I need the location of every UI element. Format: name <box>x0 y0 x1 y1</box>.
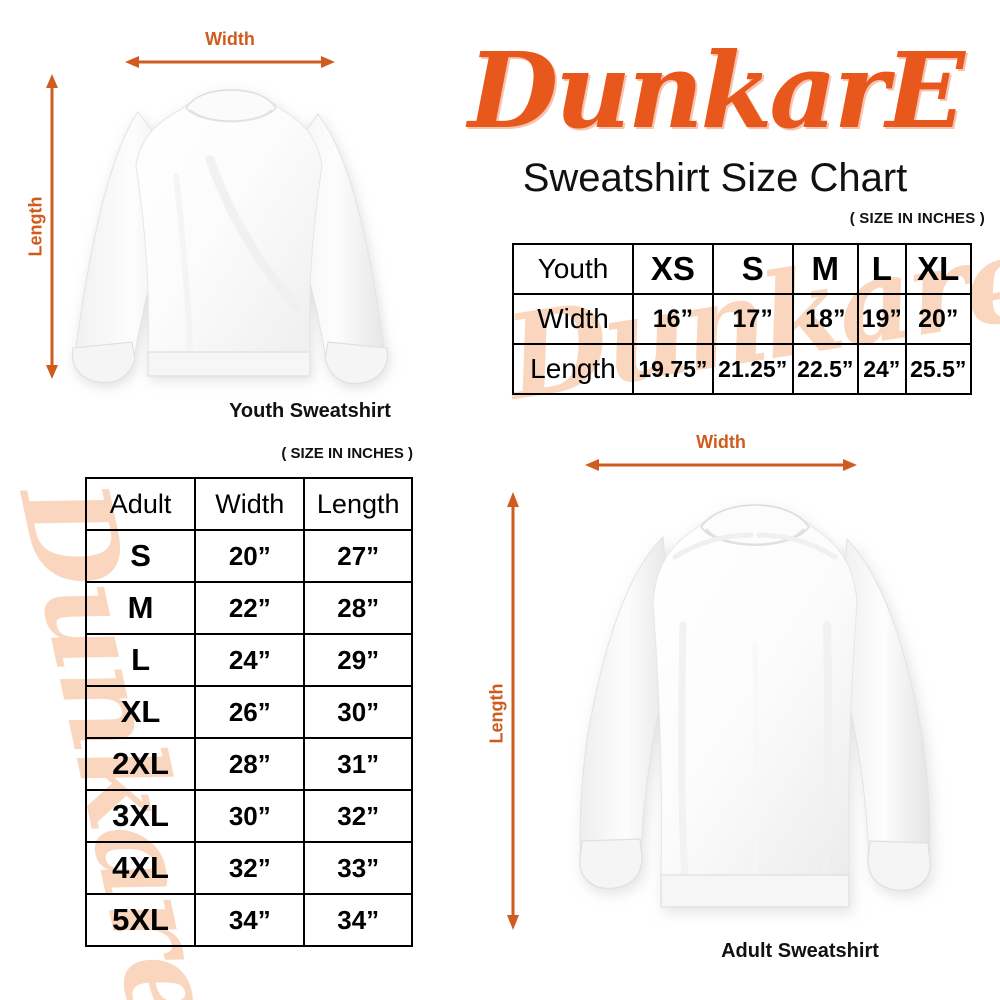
youth-size-s: S <box>711 243 794 295</box>
youth-width-s: 17” <box>711 293 794 345</box>
youth-width-xs: 16” <box>632 293 714 345</box>
adult-header-length: Length <box>303 477 413 531</box>
youth-width-l: 19” <box>857 293 907 345</box>
table-row: 4XL 32” 33” <box>84 841 413 895</box>
youth-row-label-youth: Youth <box>512 243 634 295</box>
adult-length-3xl: 32” <box>303 789 413 843</box>
adult-width-label: Width <box>696 432 746 452</box>
youth-row-label-length: Length <box>512 343 634 395</box>
youth-width-arrow <box>125 52 335 72</box>
adult-size-l: L <box>84 633 197 687</box>
adult-width-arrow <box>585 455 857 475</box>
adult-size-5xl: 5XL <box>84 893 197 947</box>
adult-width-5xl: 34” <box>194 893 306 947</box>
youth-length-label: Length <box>25 196 46 257</box>
youth-width-m: 18” <box>791 293 860 345</box>
adult-size-table: Adult Width Length S 20” 27” M 22” 28” L 24” 29”… <box>84 477 413 947</box>
table-row: Length 19.75” 21.25” 22.5” 24” 25.5” <box>512 343 973 395</box>
adult-length-xl: 30” <box>303 685 413 739</box>
youth-units-note: ( SIZE IN INCHES ) <box>849 210 985 227</box>
youth-sweatshirt-caption: Youth Sweatshirt <box>229 400 391 422</box>
adult-units-note: ( SIZE IN INCHES ) <box>281 445 413 462</box>
brand-logo-wordmark: DunkarE <box>468 29 965 152</box>
adult-width-xl: 26” <box>194 685 306 739</box>
adult-size-4xl: 4XL <box>84 841 197 895</box>
table-row: L 24” 29” <box>84 633 413 687</box>
youth-length-m: 22.5” <box>791 343 860 395</box>
table-header-row: Adult Width Length <box>84 477 413 531</box>
adult-length-2xl: 31” <box>303 737 413 791</box>
youth-length-s: 21.25” <box>711 343 794 395</box>
adult-width-3xl: 30” <box>194 789 306 843</box>
adult-sweatshirt-image <box>555 495 955 940</box>
adult-size-xl: XL <box>84 685 197 739</box>
youth-length-xs: 19.75” <box>632 343 714 395</box>
youth-length-arrow <box>42 74 62 379</box>
adult-size-s: S <box>84 529 197 583</box>
table-row: S 20” 27” <box>84 529 413 583</box>
adult-width-m: 22” <box>194 581 306 635</box>
page-title: Sweatshirt Size Chart <box>522 156 908 200</box>
adult-length-5xl: 34” <box>303 893 413 947</box>
adult-length-m: 28” <box>303 581 413 635</box>
table-row: 3XL 30” 32” <box>84 789 413 843</box>
youth-length-l: 24” <box>857 343 907 395</box>
adult-length-label: Length <box>486 683 507 744</box>
adult-length-arrow <box>503 492 523 930</box>
adult-length-s: 27” <box>303 529 413 583</box>
adult-size-2xl: 2XL <box>84 737 197 791</box>
adult-size-3xl: 3XL <box>84 789 197 843</box>
youth-size-m: M <box>791 243 860 295</box>
table-row: 2XL 28” 31” <box>84 737 413 791</box>
adult-width-l: 24” <box>194 633 306 687</box>
adult-width-4xl: 32” <box>194 841 306 895</box>
youth-width-label: Width <box>205 29 255 49</box>
adult-width-2xl: 28” <box>194 737 306 791</box>
youth-size-xs: XS <box>632 243 714 295</box>
adult-header-width: Width <box>194 477 306 531</box>
table-row: M 22” 28” <box>84 581 413 635</box>
youth-length-xl: 25.5” <box>904 343 973 395</box>
youth-size-xl: XL <box>904 243 973 295</box>
adult-width-s: 20” <box>194 529 306 583</box>
youth-width-xl: 20” <box>904 293 973 345</box>
youth-size-l: L <box>857 243 907 295</box>
youth-size-table: Youth XS S M L XL Width 16” 17” 18” 19” … <box>512 243 973 395</box>
table-row: 5XL 34” 34” <box>84 893 413 947</box>
adult-sweatshirt-caption: Adult Sweatshirt <box>721 940 879 962</box>
youth-sweatshirt-image <box>60 80 405 400</box>
table-row: Youth XS S M L XL <box>512 243 973 295</box>
adult-length-l: 29” <box>303 633 413 687</box>
youth-row-label-width: Width <box>512 293 634 345</box>
adult-length-4xl: 33” <box>303 841 413 895</box>
adult-header-size: Adult <box>84 477 197 531</box>
table-row: XL 26” 30” <box>84 685 413 739</box>
adult-size-m: M <box>84 581 197 635</box>
table-row: Width 16” 17” 18” 19” 20” <box>512 293 973 345</box>
